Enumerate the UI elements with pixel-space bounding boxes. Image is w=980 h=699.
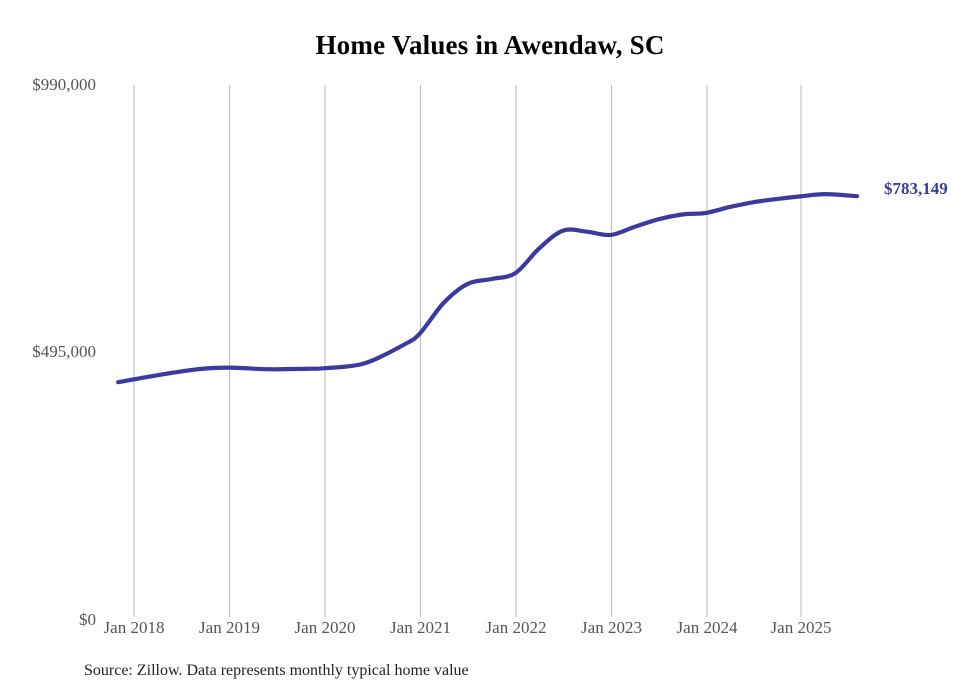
x-axis-tick-label: Jan 2020 [294, 618, 356, 637]
x-axis-tick-label: Jan 2019 [199, 618, 260, 637]
x-axis-tick-label: Jan 2021 [390, 618, 451, 637]
gridlines [133, 85, 802, 617]
source-note: Source: Zillow. Data represents monthly … [84, 662, 469, 679]
y-axis-tick-label: $0 [79, 610, 96, 629]
x-axis-tick-label: Jan 2025 [770, 618, 832, 637]
x-axis-tick-label: Jan 2022 [485, 618, 547, 637]
data-line-series [116, 191, 860, 385]
series-end-value-label: $783,149 [884, 179, 948, 198]
y-axis-tick-label: $495,000 [32, 342, 96, 361]
x-axis-tick-label: Jan 2023 [581, 618, 642, 637]
chart-title: Home Values in Awendaw, SC [315, 30, 665, 60]
y-axis-tick-label: $990,000 [32, 75, 96, 94]
x-axis-tick-label: Jan 2018 [103, 618, 165, 637]
x-axis-tick-label: Jan 2024 [676, 618, 738, 637]
